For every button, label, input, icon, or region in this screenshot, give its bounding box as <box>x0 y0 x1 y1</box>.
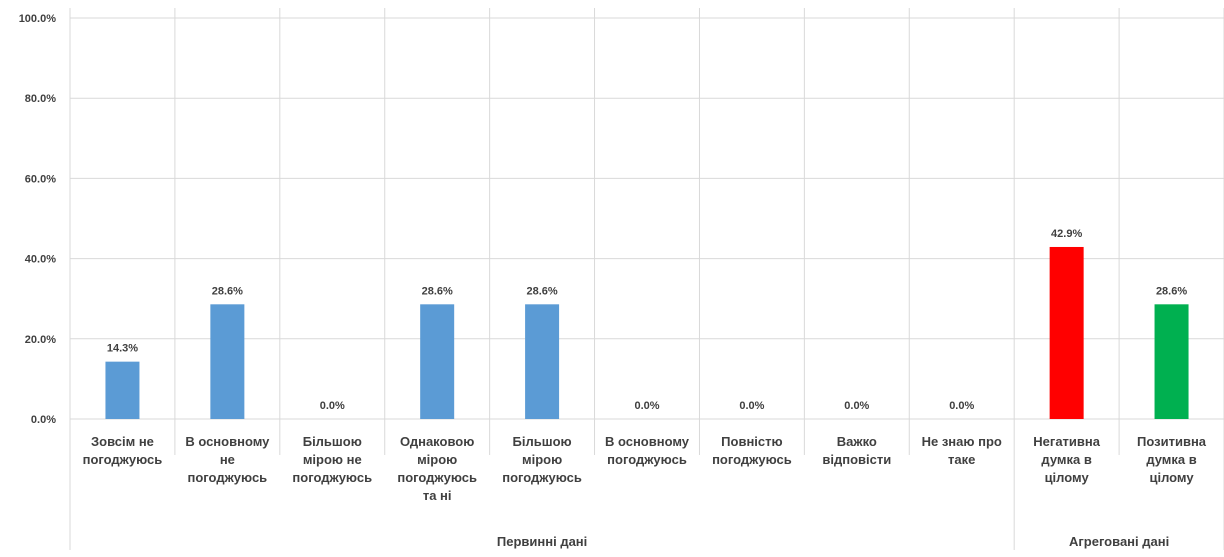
data-label: 14.3% <box>107 343 138 355</box>
data-label: 28.6% <box>422 285 453 297</box>
y-tick-label: 60.0% <box>25 173 56 185</box>
y-tick-label: 20.0% <box>25 334 56 346</box>
group-label: Первинні дані <box>497 534 587 549</box>
bar <box>1049 246 1084 419</box>
category-label: Однаковою мірою погоджуюсь та ні <box>397 434 477 503</box>
group-label: Агреговані дані <box>1069 534 1169 549</box>
data-label: 42.9% <box>1051 228 1082 240</box>
data-label: 0.0% <box>949 400 974 412</box>
category-label: Негативна думка в цілому <box>1033 434 1100 485</box>
category-label: В основному погоджуюсь <box>605 434 690 467</box>
y-tick-label: 40.0% <box>25 254 56 266</box>
bar <box>525 304 560 419</box>
data-label: 0.0% <box>320 400 345 412</box>
data-label: 28.6% <box>526 285 557 297</box>
category-label: Більшою мірою не погоджуюсь <box>292 434 372 485</box>
category-label: Важко відповісти <box>822 434 891 467</box>
category-label: Зовсім не погоджуюсь <box>83 434 163 467</box>
category-label: Повністю погоджуюсь <box>712 434 792 467</box>
bar <box>105 361 140 419</box>
bar <box>420 304 455 419</box>
data-label: 28.6% <box>212 285 243 297</box>
category-label: Не знаю про таке <box>922 434 1002 467</box>
data-label: 0.0% <box>634 400 659 412</box>
bar <box>1154 304 1189 419</box>
y-tick-label: 80.0% <box>25 93 56 105</box>
category-label: В основному не погоджуюсь <box>185 434 270 485</box>
data-label: 0.0% <box>739 400 764 412</box>
category-label: Позитивна думка в цілому <box>1137 434 1207 485</box>
y-tick-label: 100.0% <box>19 13 57 25</box>
category-label: Більшою мірою погоджуюсь <box>502 434 582 485</box>
y-tick-label: 0.0% <box>31 414 56 426</box>
bar <box>210 304 245 419</box>
data-label: 0.0% <box>844 400 869 412</box>
data-label: 28.6% <box>1156 285 1187 297</box>
